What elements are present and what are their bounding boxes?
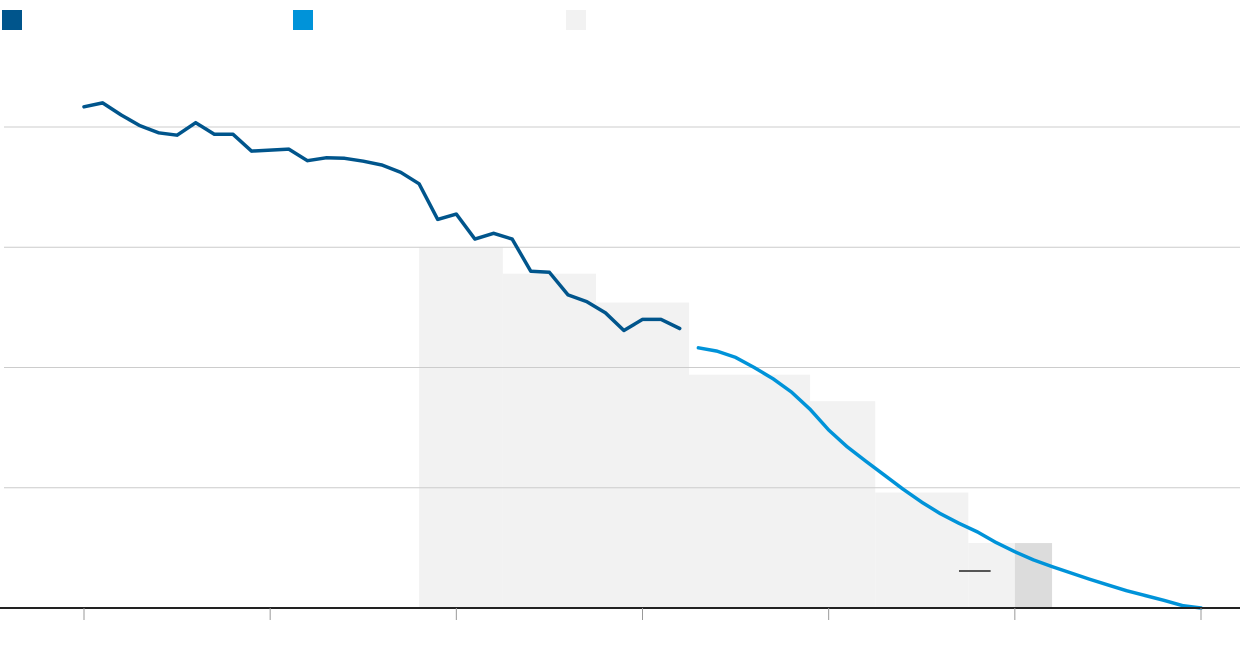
series-line-projected xyxy=(696,346,1203,610)
bands xyxy=(419,247,1053,608)
band-step-0 xyxy=(419,247,503,608)
series-lines xyxy=(82,101,1203,610)
legend-swatch-projected xyxy=(293,10,313,30)
band-step-2 xyxy=(595,302,690,608)
x-axis xyxy=(0,607,1240,620)
series-line-historical xyxy=(82,101,682,333)
legend-swatch-band xyxy=(566,10,586,30)
legend xyxy=(2,10,586,30)
gridlines xyxy=(4,126,1240,489)
band-step-5 xyxy=(875,492,969,608)
band-step-3 xyxy=(689,374,811,608)
band-step-1 xyxy=(502,273,596,608)
legend-swatch-historical xyxy=(2,10,22,30)
band-step-6 xyxy=(968,543,1015,608)
band-step-4 xyxy=(810,401,876,608)
